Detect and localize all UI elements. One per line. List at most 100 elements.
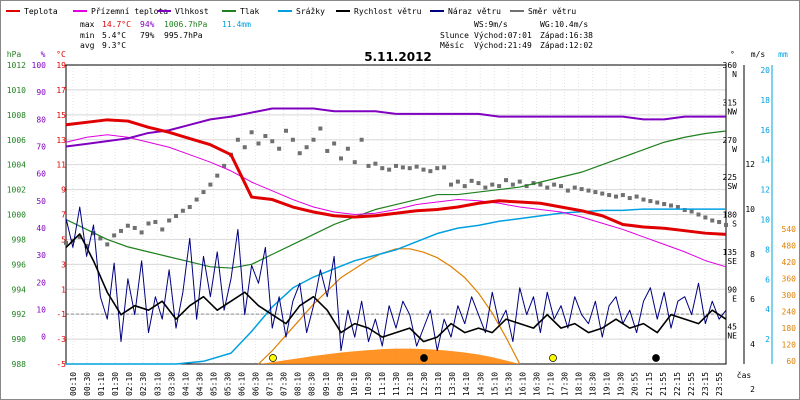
wind-direction-point	[462, 184, 467, 189]
axis-degc-tick: 3	[61, 260, 66, 269]
axis-mm-tick: 10	[760, 216, 770, 225]
axis-x-tick: 09:30	[336, 372, 345, 396]
series-hum	[65, 107, 726, 148]
axis-x-tick: 04:30	[195, 372, 204, 396]
axis-mm-tick: 6	[765, 275, 770, 284]
axis-hpa-tick: 996	[12, 260, 27, 269]
axis-x-tick: 08:10	[294, 372, 303, 396]
wind-direction-point	[98, 236, 103, 241]
wind-direction-point	[510, 182, 515, 187]
legend-label: Rychlost větru	[354, 7, 422, 16]
axis-degc-tick: -3	[56, 335, 66, 344]
axis-x-tick: 09:10	[322, 372, 331, 396]
axis-pct-tick: 90	[36, 88, 46, 97]
axis-x-tick: 14:10	[462, 372, 471, 396]
wind-direction-point	[689, 209, 694, 214]
axis-wm2-tick: 120	[782, 341, 797, 350]
sunrise-marker	[269, 354, 277, 362]
axis-x-tick: 13:10	[434, 372, 443, 396]
wind-direction-point	[572, 185, 577, 190]
wind-direction-point	[469, 178, 474, 183]
wind-direction-point	[339, 156, 343, 161]
wind-direction-point	[394, 163, 398, 168]
axis-x-tick: 05:10	[209, 372, 218, 396]
wind-gust-info: WG:10.4m/s	[540, 20, 588, 29]
wind-direction-point	[524, 184, 529, 189]
axis-degc-tick: 5	[61, 235, 66, 244]
axis-x-tick: 02:10	[125, 372, 134, 396]
solar-band	[258, 348, 520, 364]
axis-x-tick: 11:30	[392, 372, 401, 396]
axis-pct-tick: 10	[36, 305, 46, 314]
wind-direction-point	[167, 218, 172, 223]
wind-direction-point	[242, 145, 247, 150]
axis-x-tick: 15:30	[504, 372, 513, 396]
wind-direction-point	[256, 141, 261, 146]
legend-label: Náraz větru	[448, 7, 501, 16]
axis-deg-unit: °	[730, 50, 735, 59]
wind-direction-point	[710, 218, 715, 223]
axis-ms-tick: 10	[745, 205, 755, 214]
axis-x-tick: 14:30	[476, 372, 485, 396]
axis-hpa-tick: 1010	[7, 86, 26, 95]
wind-direction-point	[387, 167, 392, 172]
wind-direction-point	[442, 165, 447, 170]
wind-direction-point	[194, 197, 199, 202]
wind-direction-point	[222, 163, 227, 168]
axis-ms-tick: 4	[750, 340, 755, 349]
plot-area	[64, 107, 728, 365]
axis-pct-tick: 0	[41, 333, 46, 342]
wind-direction-point	[180, 208, 185, 213]
axis-dir-letter: NW	[727, 107, 737, 116]
axis-x-tick: 00:10	[69, 372, 78, 396]
axis-ms-tick: 12	[745, 160, 755, 169]
axis-hpa-tick: 994	[12, 285, 27, 294]
stat-max-temp: 14.7°C	[102, 20, 131, 29]
wind-direction-point	[655, 200, 660, 205]
moon-label: Měsíc	[440, 41, 464, 50]
axis-wm2-tick: 180	[782, 324, 797, 333]
stats-block: max 14.7°C 94% 1006.7hPa 11.4mm min 5.4°…	[80, 20, 251, 50]
axis-degc-tick: 11	[56, 161, 66, 170]
wind-direction-point	[277, 146, 282, 151]
stat-min-label: min	[80, 31, 95, 40]
axis-dir-letter: S	[732, 220, 737, 229]
axis-degc-unit: °C	[56, 50, 66, 59]
axis-x-tick: 21:55	[659, 372, 668, 396]
wind-direction-point	[497, 184, 502, 189]
axis-x-tick: 21:15	[645, 372, 654, 396]
axis-x-tick: 13:30	[448, 372, 457, 396]
wind-direction-point	[380, 166, 385, 171]
stat-min-press: 995.7hPa	[164, 31, 203, 40]
wind-direction-point	[105, 242, 110, 247]
axis-x-tick: 23:15	[701, 372, 710, 396]
axis-x-tick: 22:15	[673, 372, 682, 396]
astro-markers	[269, 354, 660, 362]
wind-direction-point	[125, 223, 130, 228]
series-wind-direction	[64, 126, 728, 248]
axis-x-tick: 18:30	[589, 372, 598, 396]
series-temp	[65, 118, 727, 236]
wind-direction-point	[724, 222, 728, 227]
axis-hpa-tick: 992	[12, 310, 27, 319]
axis-dir-letter: E	[732, 294, 737, 303]
moonrise-marker	[652, 354, 660, 362]
wind-direction-point	[119, 228, 123, 233]
legend: Teplota Přízemní teplota Vlhkost Tlak Srážky…	[6, 7, 576, 16]
axis-wm2-tick: 300	[782, 291, 797, 300]
axis-degc-tick: 17	[56, 86, 66, 95]
axis-deg-tick: 270	[723, 136, 738, 145]
axis-x-tick: 01:10	[97, 372, 106, 396]
wind-direction-point	[717, 219, 722, 224]
wind-direction-point	[146, 221, 151, 226]
axis-mm-tick: 20	[760, 66, 770, 75]
wind-direction-point	[366, 163, 371, 168]
wind-direction-point	[517, 179, 522, 184]
axis-mm-tick: 4	[765, 305, 770, 314]
wind-direction-point	[483, 185, 488, 190]
wind-direction-point	[311, 137, 316, 142]
stat-max-label: max	[80, 20, 95, 29]
axis-pct-tick: 40	[36, 224, 46, 233]
wind-direction-point	[153, 219, 158, 224]
